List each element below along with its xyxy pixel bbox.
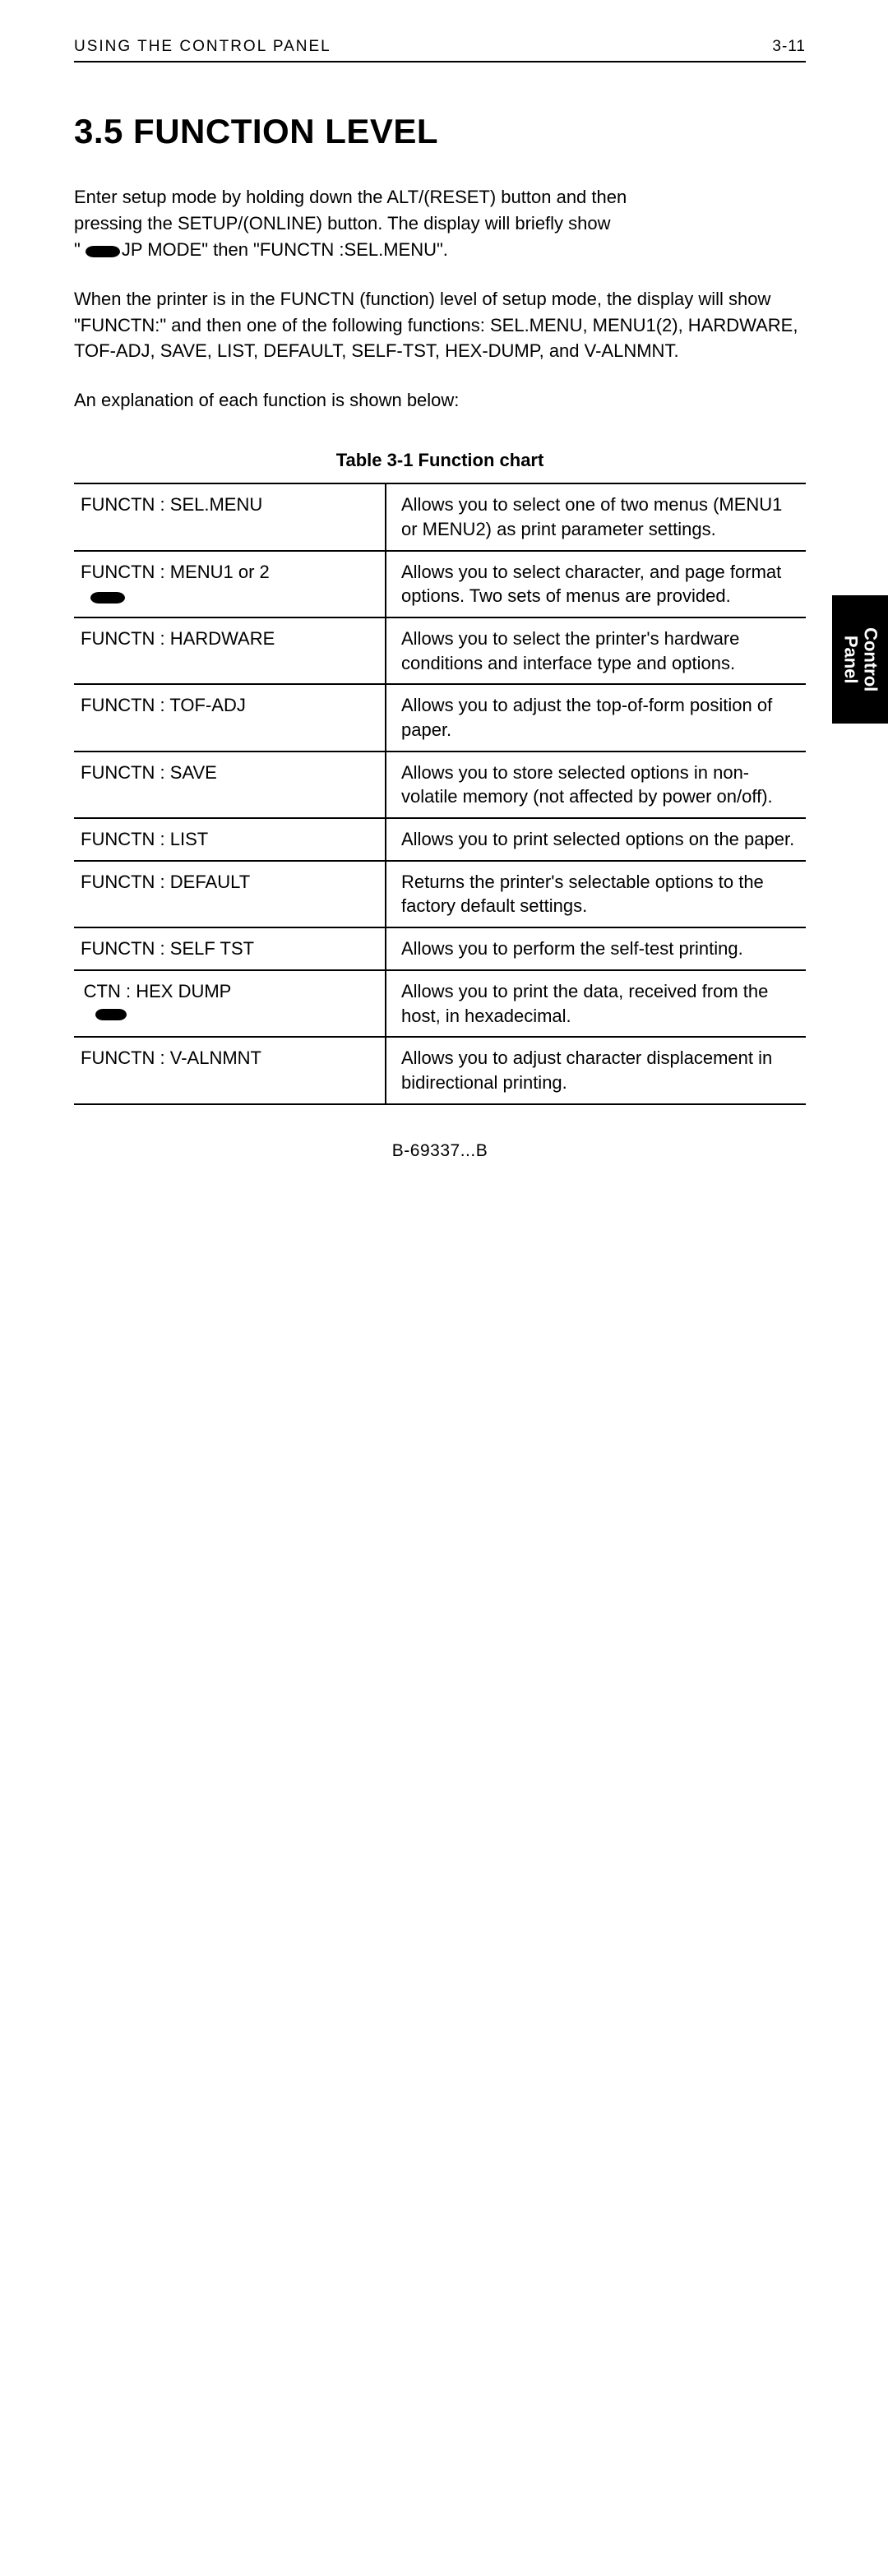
function-name: FUNCTN : SELF TST — [81, 937, 377, 961]
table-cell-function: FUNCTN : DEFAULT — [74, 862, 385, 927]
intro-paragraph-2: When the printer is in the FUNCTN (funct… — [74, 286, 806, 365]
table-cell-function: FUNCTN : MENU1 or 2 — [74, 552, 385, 617]
table-cell-description: Allows you to print selected options on … — [385, 819, 806, 860]
table-row: FUNCTN : SEL.MENU Allows you to select on… — [74, 484, 806, 549]
side-tab-text: Control Panel — [840, 627, 880, 691]
function-name: FUNCTN : HARDWARE — [81, 627, 377, 651]
table-row: FUNCTN : SELF TST Allows you to perform t… — [74, 927, 806, 969]
table-cell-description: Allows you to select one of two menus (M… — [385, 484, 806, 549]
hole-punch-icon — [95, 1009, 127, 1020]
side-tab-line1: Control — [860, 627, 881, 691]
table-row: CTN : HEX DUMP Allows you to print the da… — [74, 969, 806, 1036]
hole-punch-icon — [90, 592, 125, 604]
table-cell-description: Returns the printer's selectable options… — [385, 862, 806, 927]
table-cell-description: Allows you to select character, and page… — [385, 552, 806, 617]
table-row: FUNCTN : TOF-ADJ Allows you to adjust the… — [74, 683, 806, 750]
table-row: FUNCTN : V-ALNMNT Allows you to adjust ch… — [74, 1036, 806, 1103]
function-table: FUNCTN : SEL.MENU Allows you to select on… — [74, 483, 806, 1104]
function-name: FUNCTN : SAVE — [81, 761, 377, 785]
table-cell-description: Allows you to perform the self-test prin… — [385, 928, 806, 969]
p1-line2: pressing the SETUP/(ONLINE) button. The … — [74, 213, 611, 234]
table-caption: Table 3-1 Function chart — [74, 450, 806, 471]
intro-paragraph-3: An explanation of each function is shown… — [74, 387, 806, 414]
running-head-right: 3-11 — [772, 38, 806, 56]
table-row: FUNCTN : SAVE Allows you to store selecte… — [74, 751, 806, 817]
table-row: FUNCTN : MENU1 or 2 Allows you to select … — [74, 550, 806, 617]
table-cell-function: FUNCTN : SAVE — [74, 752, 385, 817]
section-title: 3.5 FUNCTION LEVEL — [74, 112, 806, 151]
content-column: USING THE CONTROL PANEL 3-11 3.5 FUNCTIO… — [74, 38, 806, 1161]
table-cell-function: CTN : HEX DUMP — [74, 971, 385, 1036]
p1-line3-prefix: " — [74, 239, 81, 260]
table-cell-description: Allows you to select the printer's hardw… — [385, 618, 806, 683]
side-tab: Control Panel — [832, 595, 888, 724]
hole-punch-icon — [86, 246, 120, 257]
table-row: FUNCTN : DEFAULT Returns the printer's se… — [74, 860, 806, 927]
table-row: FUNCTN : HARDWARE Allows you to select th… — [74, 617, 806, 683]
function-name: FUNCTN : LIST — [81, 827, 377, 852]
table-cell-function: FUNCTN : SELF TST — [74, 928, 385, 969]
table-cell-description: Allows you to store selected options in … — [385, 752, 806, 817]
function-name: FUNCTN : V-ALNMNT — [81, 1046, 377, 1071]
table-cell-function: FUNCTN : V-ALNMNT — [74, 1038, 385, 1103]
running-head-left: USING THE CONTROL PANEL — [74, 38, 331, 56]
table-cell-function: FUNCTN : SEL.MENU — [74, 484, 385, 549]
table-cell-description: Allows you to adjust the top-of-form pos… — [385, 685, 806, 750]
table-row: FUNCTN : LIST Allows you to print selecte… — [74, 817, 806, 860]
function-name: FUNCTN : SEL.MENU — [81, 493, 377, 517]
page: USING THE CONTROL PANEL 3-11 3.5 FUNCTIO… — [0, 0, 888, 2576]
p1-line3-suffix: JP MODE" then "FUNCTN :SEL.MENU". — [122, 239, 448, 260]
function-name: FUNCTN : TOF-ADJ — [81, 693, 377, 718]
function-name: CTN : HEX DUMP — [81, 979, 377, 1004]
footer-code: B-69337...B — [74, 1141, 806, 1161]
function-name: FUNCTN : MENU1 or 2 — [81, 560, 377, 585]
table-cell-function: FUNCTN : LIST — [74, 819, 385, 860]
running-head: USING THE CONTROL PANEL 3-11 — [74, 38, 806, 62]
table-cell-function: FUNCTN : HARDWARE — [74, 618, 385, 683]
table-cell-description: Allows you to adjust character displacem… — [385, 1038, 806, 1103]
function-name: FUNCTN : DEFAULT — [81, 870, 377, 895]
side-tab-line2: Panel — [840, 636, 861, 684]
table-cell-description: Allows you to print the data, received f… — [385, 971, 806, 1036]
p1-line1: Enter setup mode by holding down the ALT… — [74, 187, 627, 207]
intro-paragraph-1: Enter setup mode by holding down the ALT… — [74, 184, 806, 263]
table-cell-function: FUNCTN : TOF-ADJ — [74, 685, 385, 750]
